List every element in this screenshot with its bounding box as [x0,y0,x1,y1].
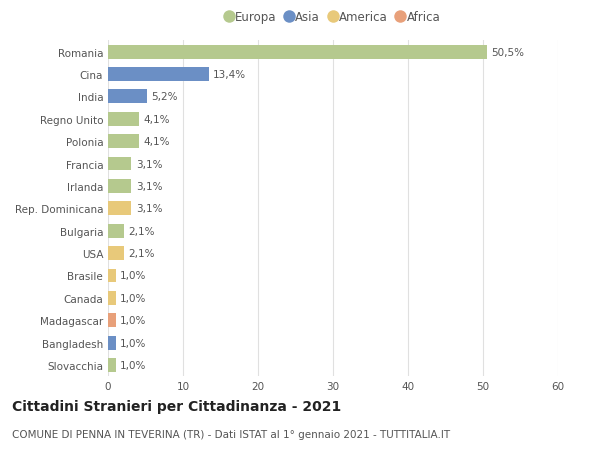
Text: 3,1%: 3,1% [136,181,162,191]
Bar [108,45,487,59]
Bar [108,90,147,104]
Bar [108,291,115,305]
Text: 1,0%: 1,0% [120,271,146,281]
Text: 2,1%: 2,1% [128,226,155,236]
Bar [108,157,131,171]
Text: 2,1%: 2,1% [128,248,155,258]
Text: 13,4%: 13,4% [213,70,246,80]
Bar [108,269,115,283]
Text: 5,2%: 5,2% [151,92,178,102]
Bar [108,246,124,260]
Text: 50,5%: 50,5% [491,47,524,57]
Text: 1,0%: 1,0% [120,293,146,303]
Bar [108,68,209,82]
Text: 4,1%: 4,1% [143,114,170,124]
Text: Cittadini Stranieri per Cittadinanza - 2021: Cittadini Stranieri per Cittadinanza - 2… [12,399,341,413]
Text: 1,0%: 1,0% [120,338,146,348]
Bar [108,179,131,193]
Bar [108,358,115,372]
Bar [108,336,115,350]
Bar [108,313,115,327]
Text: 1,0%: 1,0% [120,360,146,370]
Text: 3,1%: 3,1% [136,204,162,214]
Text: 1,0%: 1,0% [120,315,146,325]
Bar [108,112,139,126]
Bar [108,202,131,216]
Bar [108,135,139,149]
Text: 3,1%: 3,1% [136,159,162,169]
Text: 4,1%: 4,1% [143,137,170,147]
Text: COMUNE DI PENNA IN TEVERINA (TR) - Dati ISTAT al 1° gennaio 2021 - TUTTITALIA.IT: COMUNE DI PENNA IN TEVERINA (TR) - Dati … [12,429,450,439]
Bar [108,224,124,238]
Legend: Europa, Asia, America, Africa: Europa, Asia, America, Africa [221,6,445,29]
